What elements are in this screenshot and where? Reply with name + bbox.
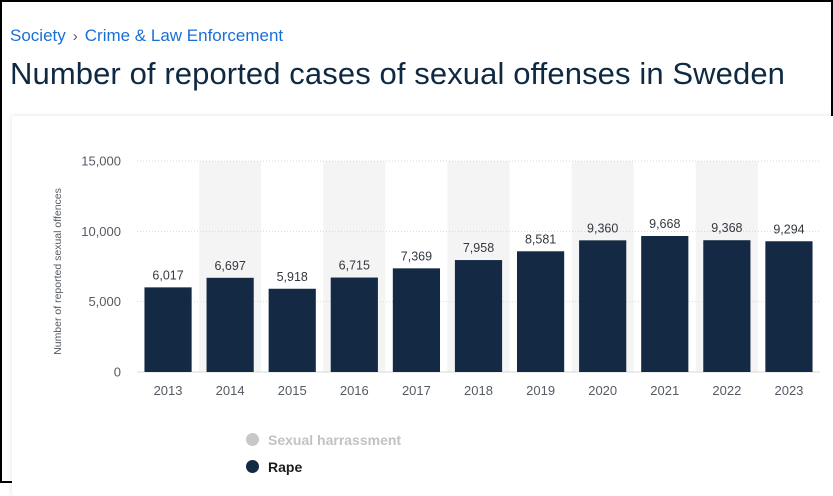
bar — [392, 268, 441, 372]
bar — [516, 251, 565, 372]
x-axis-ticks: 2013 2014 2015 2016 2017 2018 2019 2020 2021 2022… — [154, 383, 804, 398]
data-label: 9,360 — [587, 221, 618, 235]
x-tick-label: 2015 — [278, 383, 307, 398]
data-labels: 6,017 6,697 5,918 6,715 7,369 7,958 8,581 9,360… — [152, 217, 804, 284]
data-label: 5,918 — [277, 270, 308, 284]
bar — [703, 240, 751, 372]
data-label: 6,697 — [214, 259, 245, 273]
breadcrumb: Society › Crime & Law Enforcement — [10, 26, 283, 46]
bar — [268, 288, 316, 372]
bar — [641, 236, 689, 372]
breadcrumb-crime-law-link[interactable]: Crime & Law Enforcement — [84, 26, 284, 45]
x-tick-label: 2021 — [650, 383, 679, 398]
legend: Sexual harrassment Rape — [246, 426, 401, 480]
x-tick-label: 2016 — [340, 383, 369, 398]
data-label: 9,368 — [711, 221, 742, 235]
x-tick-label: 2013 — [154, 383, 183, 398]
y-tick-label: 0 — [114, 365, 121, 380]
data-label: 8,581 — [525, 232, 556, 246]
legend-dot-icon — [246, 433, 259, 446]
bar — [454, 260, 503, 372]
bar — [144, 287, 192, 372]
breadcrumb-separator: › — [72, 27, 78, 45]
y-tick-label: 10,000 — [81, 224, 121, 239]
data-label: 9,668 — [649, 217, 680, 231]
y-tick-label: 5,000 — [88, 294, 121, 309]
data-label: 6,715 — [339, 259, 370, 273]
y-tick-label: 15,000 — [81, 154, 121, 169]
x-tick-label: 2019 — [526, 383, 555, 398]
legend-label: Rape — [268, 458, 303, 475]
x-tick-label: 2018 — [464, 383, 493, 398]
legend-dot-icon — [246, 460, 259, 473]
x-tick-label: 2017 — [402, 383, 431, 398]
breadcrumb-society-link[interactable]: Society — [10, 26, 66, 45]
bars — [144, 236, 813, 372]
bar — [579, 240, 627, 372]
x-tick-label: 2020 — [588, 383, 617, 398]
bar — [330, 277, 378, 372]
legend-item-sexual-harrassment[interactable]: Sexual harrassment — [246, 426, 401, 453]
data-label: 7,369 — [401, 249, 432, 263]
data-label: 9,294 — [773, 222, 804, 236]
y-axis-label: Number of reported sexual offences — [52, 188, 64, 355]
data-label: 7,958 — [463, 241, 494, 255]
x-tick-label: 2014 — [216, 383, 245, 398]
data-label: 6,017 — [152, 268, 183, 282]
x-tick-label: 2023 — [774, 383, 803, 398]
bar-chart: 6,017 6,697 5,918 6,715 7,369 7,958 8,581 9,360… — [52, 154, 820, 398]
x-tick-label: 2022 — [712, 383, 741, 398]
legend-item-rape[interactable]: Rape — [246, 453, 401, 480]
y-axis-ticks: 0 5,000 10,000 15,000 — [81, 154, 121, 380]
page-title: Number of reported cases of sexual offen… — [10, 56, 786, 91]
bar — [206, 277, 254, 372]
legend-label: Sexual harrassment — [268, 431, 402, 448]
bar — [765, 241, 813, 372]
